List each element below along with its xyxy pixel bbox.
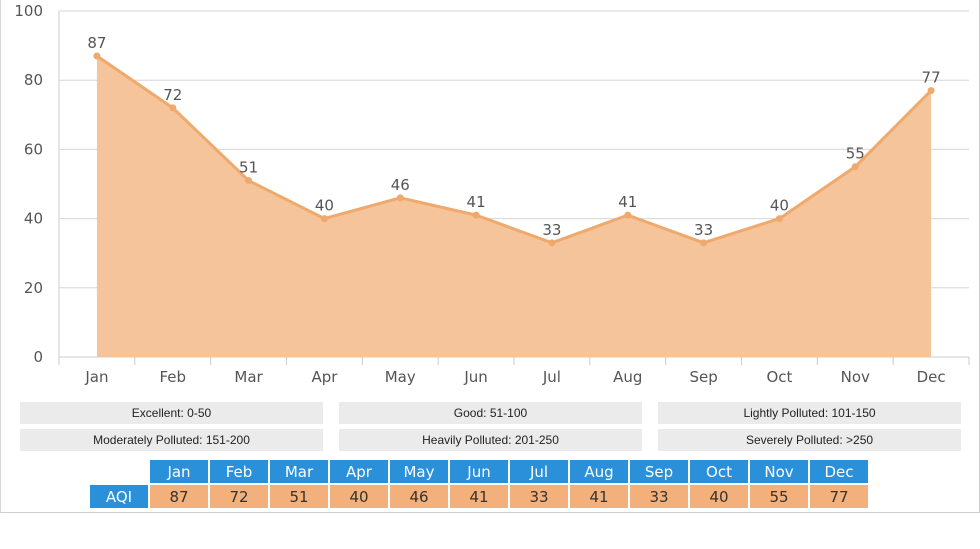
aqi-table: Jan Feb Mar Apr May Jun Jul Aug Sep Oct Nov Dec AQI…: [88, 458, 870, 510]
table-month-cell: Jul: [510, 460, 568, 483]
data-point: [548, 239, 556, 247]
x-tick-label: May: [385, 368, 416, 386]
table-value-row: AQI 87 72 51 40 46 41 33 41 33 40 55 77: [90, 485, 868, 508]
data-point: [775, 215, 783, 223]
legend-excellent: Excellent: 0-50: [20, 402, 323, 424]
data-label: 72: [163, 86, 182, 104]
data-label: 41: [618, 193, 637, 211]
data-point: [320, 215, 328, 223]
x-tick-label: Nov: [841, 368, 870, 386]
table-month-cell: Nov: [750, 460, 808, 483]
y-tick-label: 0: [33, 348, 43, 366]
table-month-cell: Feb: [210, 460, 268, 483]
legend-lightly-polluted: Lightly Polluted: 101-150: [658, 402, 961, 424]
table-value-cell: 41: [570, 485, 628, 508]
y-tick-label: 80: [24, 71, 43, 89]
x-tick-label: Aug: [613, 368, 642, 386]
table-month-cell: Jun: [450, 460, 508, 483]
data-point: [169, 104, 177, 112]
table-value-cell: 41: [450, 485, 508, 508]
table-month-cell: Apr: [330, 460, 388, 483]
data-point: [700, 239, 708, 247]
legend-heavily-polluted: Heavily Polluted: 201-250: [339, 429, 642, 451]
legend-severely-polluted: Severely Polluted: >250: [658, 429, 961, 451]
table-value-cell: 33: [510, 485, 568, 508]
data-point: [472, 211, 480, 219]
table-month-cell: Oct: [690, 460, 748, 483]
y-tick-label: 60: [24, 140, 43, 158]
table-month-cell: Mar: [270, 460, 328, 483]
table-month-cell: Dec: [810, 460, 868, 483]
table-header-row: Jan Feb Mar Apr May Jun Jul Aug Sep Oct Nov Dec: [90, 460, 868, 483]
data-label: 33: [542, 221, 561, 239]
table-value-cell: 55: [750, 485, 808, 508]
data-point: [396, 194, 404, 202]
legend-moderately-polluted: Moderately Polluted: 151-200: [20, 429, 323, 451]
table-value-cell: 46: [390, 485, 448, 508]
x-tick-label: Oct: [766, 368, 792, 386]
data-point: [93, 52, 101, 60]
x-tick-label: Mar: [234, 368, 263, 386]
data-label: 41: [467, 193, 486, 211]
y-tick-label: 40: [24, 210, 43, 228]
table-value-cell: 77: [810, 485, 868, 508]
data-label: 46: [391, 176, 410, 194]
x-tick-label: Jul: [542, 368, 561, 386]
data-label: 51: [239, 159, 258, 177]
data-label: 40: [770, 197, 789, 215]
table-month-cell: Sep: [630, 460, 688, 483]
table-month-cell: Aug: [570, 460, 628, 483]
table-value-cell: 72: [210, 485, 268, 508]
data-point: [245, 177, 253, 185]
x-tick-label: Jun: [463, 368, 487, 386]
area-fill: [96, 55, 932, 357]
table-month-cell: May: [390, 460, 448, 483]
aqi-area-chart: 0 20 40 60 80 100 Jan Feb Mar Apr May Jun Jul Aug Sep O…: [14, 2, 970, 386]
y-tick-label: 20: [24, 279, 43, 297]
table-row-label: AQI: [90, 485, 148, 508]
table-corner: [90, 460, 148, 483]
table-month-cell: Jan: [150, 460, 208, 483]
table-value-cell: 51: [270, 485, 328, 508]
data-label: 55: [846, 145, 865, 163]
data-label: 87: [87, 34, 106, 52]
table-value-cell: 33: [630, 485, 688, 508]
y-tick-label: 100: [14, 2, 43, 20]
data-point: [851, 163, 859, 171]
data-label: 77: [922, 69, 941, 87]
data-label: 33: [694, 221, 713, 239]
data-label: 40: [315, 197, 334, 215]
legend-good: Good: 51-100: [339, 402, 642, 424]
data-point: [927, 87, 935, 95]
series-line: [96, 54, 933, 245]
table-value-cell: 40: [330, 485, 388, 508]
table-value-cell: 87: [150, 485, 208, 508]
table-value-cell: 40: [690, 485, 748, 508]
x-tick-label: Apr: [311, 368, 338, 386]
aqi-legend: Excellent: 0-50 Good: 51-100 Lightly Pol…: [0, 0, 980, 451]
data-point: [624, 211, 632, 219]
x-tick-label: Feb: [159, 368, 186, 386]
x-tick-label: Jan: [84, 368, 108, 386]
x-tick-label: Dec: [917, 368, 946, 386]
x-tick-label: Sep: [689, 368, 717, 386]
